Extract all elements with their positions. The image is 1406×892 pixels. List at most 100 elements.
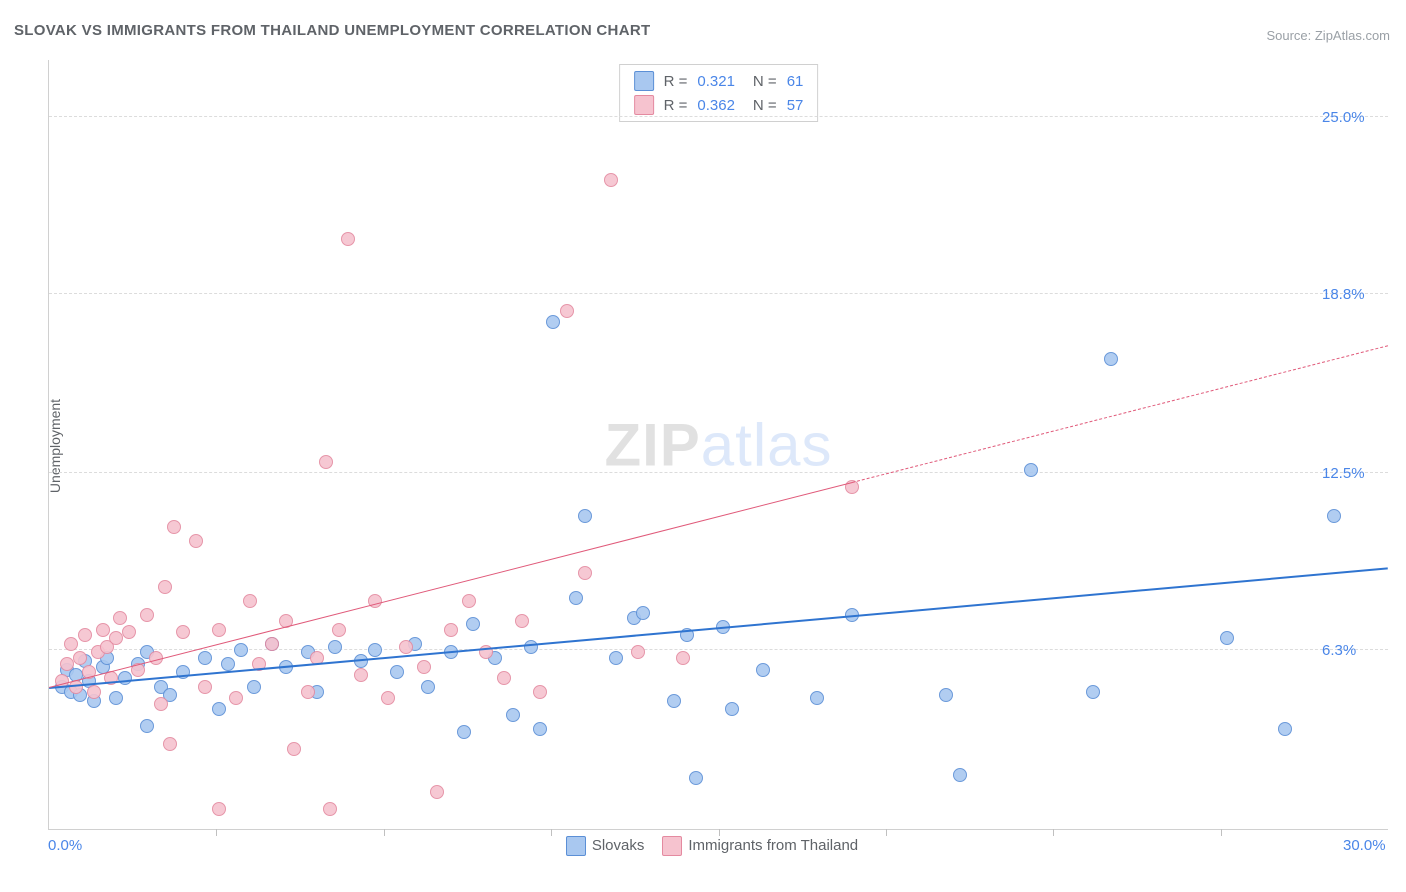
regression-line	[49, 567, 1388, 689]
scatter-point	[221, 657, 235, 671]
scatter-point	[953, 768, 967, 782]
scatter-point	[212, 702, 226, 716]
scatter-point	[578, 509, 592, 523]
legend-label: Immigrants from Thailand	[688, 837, 858, 854]
y-tick-label: 12.5%	[1322, 465, 1382, 482]
scatter-point	[506, 708, 520, 722]
scatter-point	[1104, 352, 1118, 366]
scatter-point	[604, 173, 618, 187]
scatter-point	[725, 702, 739, 716]
scatter-point	[578, 566, 592, 580]
scatter-point	[301, 685, 315, 699]
gridline	[49, 472, 1388, 473]
source-label: Source: ZipAtlas.com	[1266, 28, 1390, 43]
y-tick-label: 6.3%	[1322, 642, 1382, 659]
bottom-legend: Slovaks Immigrants from Thailand	[0, 836, 1406, 856]
legend-swatch	[634, 71, 654, 91]
scatter-point	[167, 520, 181, 534]
watermark-part1: ZIP	[604, 411, 700, 478]
scatter-point	[109, 691, 123, 705]
stat-n-label: N =	[753, 97, 777, 114]
scatter-point	[243, 594, 257, 608]
scatter-point	[73, 651, 87, 665]
scatter-point	[287, 742, 301, 756]
legend-swatch	[566, 836, 586, 856]
scatter-point	[332, 623, 346, 637]
scatter-point	[676, 651, 690, 665]
scatter-point	[756, 663, 770, 677]
stat-r-value: 0.362	[697, 97, 735, 114]
stats-row: R = 0.321 N = 61	[620, 69, 818, 93]
scatter-point	[497, 671, 511, 685]
scatter-point	[1086, 685, 1100, 699]
scatter-point	[122, 625, 136, 639]
scatter-point	[212, 802, 226, 816]
scatter-point	[609, 651, 623, 665]
scatter-point	[689, 771, 703, 785]
stats-row: R = 0.362 N = 57	[620, 93, 818, 117]
stat-r-label: R =	[664, 73, 688, 90]
scatter-point	[265, 637, 279, 651]
scatter-point	[381, 691, 395, 705]
scatter-point	[368, 643, 382, 657]
legend-swatch	[662, 836, 682, 856]
scatter-point	[109, 631, 123, 645]
scatter-point	[154, 697, 168, 711]
scatter-point	[444, 623, 458, 637]
y-tick-label: 25.0%	[1322, 109, 1382, 126]
scatter-point	[87, 685, 101, 699]
stat-n-value: 61	[787, 73, 804, 90]
scatter-point	[341, 232, 355, 246]
scatter-point	[390, 665, 404, 679]
x-max-label: 30.0%	[1343, 837, 1386, 854]
scatter-point	[533, 685, 547, 699]
watermark-part2: atlas	[701, 411, 833, 478]
scatter-point	[515, 614, 529, 628]
scatter-point	[78, 628, 92, 642]
x-tick	[216, 829, 217, 836]
x-tick	[1221, 829, 1222, 836]
scatter-point	[118, 671, 132, 685]
scatter-point	[189, 534, 203, 548]
scatter-point	[810, 691, 824, 705]
scatter-point	[60, 657, 74, 671]
scatter-point	[198, 651, 212, 665]
scatter-point	[198, 680, 212, 694]
scatter-point	[176, 625, 190, 639]
scatter-point	[430, 785, 444, 799]
stat-n-value: 57	[787, 97, 804, 114]
x-tick	[719, 829, 720, 836]
legend-label: Slovaks	[592, 837, 645, 854]
scatter-point	[939, 688, 953, 702]
scatter-point	[399, 640, 413, 654]
scatter-point	[1220, 631, 1234, 645]
scatter-point	[140, 719, 154, 733]
watermark: ZIPatlas	[604, 410, 832, 479]
scatter-point	[457, 725, 471, 739]
scatter-point	[354, 668, 368, 682]
scatter-point	[421, 680, 435, 694]
scatter-point	[560, 304, 574, 318]
scatter-point	[323, 802, 337, 816]
scatter-point	[96, 623, 110, 637]
scatter-point	[462, 594, 476, 608]
scatter-point	[667, 694, 681, 708]
regression-line	[852, 345, 1388, 483]
scatter-point	[158, 580, 172, 594]
scatter-point	[546, 315, 560, 329]
scatter-point	[524, 640, 538, 654]
scatter-point	[466, 617, 480, 631]
scatter-point	[533, 722, 547, 736]
page-title: SLOVAK VS IMMIGRANTS FROM THAILAND UNEMP…	[14, 22, 650, 39]
stat-r-label: R =	[664, 97, 688, 114]
stats-legend-box: R = 0.321 N = 61 R = 0.362 N = 57	[619, 64, 819, 122]
scatter-point	[417, 660, 431, 674]
scatter-point	[234, 643, 248, 657]
plot-area: ZIPatlas R = 0.321 N = 61 R = 0.362 N = 57 6.3%…	[48, 60, 1388, 830]
scatter-point	[1278, 722, 1292, 736]
scatter-point	[636, 606, 650, 620]
scatter-point	[328, 640, 342, 654]
stat-r-value: 0.321	[697, 73, 735, 90]
stat-n-label: N =	[753, 73, 777, 90]
scatter-point	[163, 737, 177, 751]
